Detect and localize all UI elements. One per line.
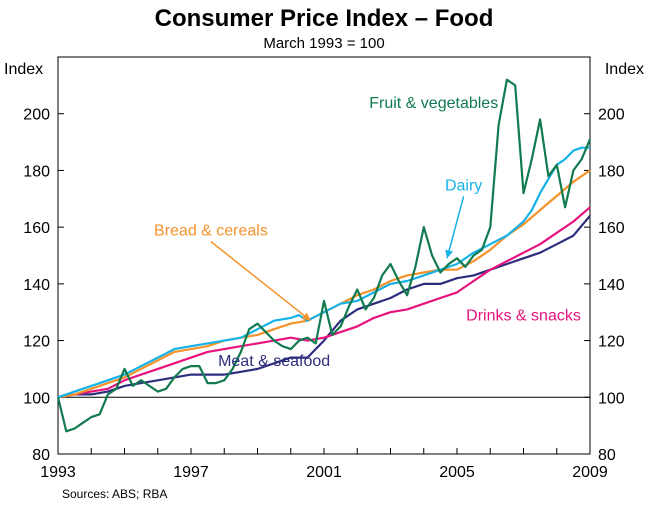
y-axis-ticks: 80 80 100 100 120 120 140 140 160 160 180 180 200 200 [23, 107, 625, 464]
x-tick-label: 1997 [173, 464, 209, 481]
y-tick-left-label: 80 [32, 447, 50, 464]
series-label-arrowhead [445, 249, 453, 259]
series-label-arrow [446, 196, 465, 259]
plot-area [57, 56, 591, 455]
y-axis-label-right: Index [605, 61, 644, 78]
series-line-meat-seafood [57, 215, 591, 399]
chart-title: Consumer Price Index – Food [155, 5, 494, 32]
x-tick-label: 2005 [439, 464, 475, 481]
series-label-dairy: Dairy [445, 177, 482, 194]
y-tick-left-label: 120 [23, 334, 50, 351]
x-axis-ticks: 1993 1997 2001 2005 2009 [40, 448, 608, 481]
series-label-drinks-snacks: Drinks & snacks [466, 308, 581, 325]
x-tick-label: 2001 [306, 464, 342, 481]
y-tick-right-label: 180 [598, 163, 625, 180]
y-tick-right-label: 200 [598, 107, 625, 124]
series-label-arrowhead [301, 312, 311, 321]
series-labels: Fruit & vegetables Dairy Bread & cereals Dr… [154, 95, 581, 370]
x-tick-label: 1993 [40, 464, 76, 481]
x-tick-label: 2009 [572, 464, 608, 481]
source-note: Sources: ABS; RBA [62, 487, 167, 501]
y-tick-left-label: 180 [23, 163, 50, 180]
series-lines [56, 78, 592, 433]
y-tick-right-label: 80 [598, 447, 616, 464]
y-tick-right-label: 140 [598, 277, 625, 294]
y-tick-left-label: 100 [23, 390, 50, 407]
y-tick-left-label: 140 [23, 277, 50, 294]
y-axis-label-left: Index [4, 61, 43, 78]
series-line-drinks-snacks [57, 206, 591, 399]
y-tick-right-label: 100 [598, 390, 625, 407]
y-tick-right-label: 120 [598, 334, 625, 351]
series-line-dairy [57, 146, 590, 399]
series-label-bread-cereals: Bread & cereals [154, 223, 268, 240]
y-tick-left-label: 160 [23, 220, 50, 237]
series-label-arrow [210, 241, 312, 322]
series-line-fruit-vegetables [56, 78, 592, 433]
series-label-meat-seafood: Meat & seafood [218, 353, 330, 370]
y-tick-left-label: 200 [23, 107, 50, 124]
chart-subtitle: March 1993 = 100 [263, 35, 384, 52]
y-tick-right-label: 160 [598, 220, 625, 237]
series-label-fruit-vegetables: Fruit & vegetables [369, 95, 498, 112]
